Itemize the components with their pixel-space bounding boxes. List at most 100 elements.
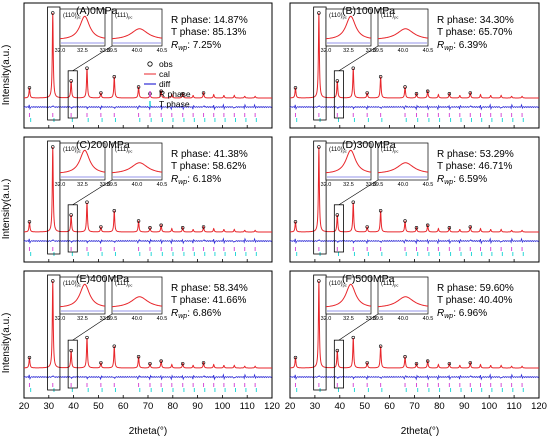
inset-110-tick-label: 32.5 bbox=[77, 182, 88, 188]
inset-111-frame bbox=[377, 8, 429, 47]
panel-a: (110)pc 32.0 32.5 33.0 (111)pc 39.5 40.0 40.5 (A… bbox=[23, 2, 273, 129]
observed-point bbox=[378, 75, 383, 79]
observed-point bbox=[159, 359, 163, 363]
t-phase-fraction: T phase: 41.66% bbox=[171, 295, 247, 306]
x-tick-label: 100 bbox=[481, 401, 497, 412]
inset-111-label: (111)pc bbox=[381, 13, 398, 20]
x-tick-label: 110 bbox=[507, 401, 522, 412]
inset-110-frame bbox=[59, 8, 106, 47]
observed-point bbox=[335, 348, 340, 353]
inset-110-frame bbox=[59, 142, 106, 181]
calculated-profile bbox=[23, 146, 272, 233]
rwp-value: Rwp: 6.39% bbox=[437, 40, 487, 52]
inset-110-tick-label: 32.5 bbox=[343, 316, 354, 322]
calculated-profile bbox=[23, 280, 272, 369]
inset-111-tick-label: 39.5 bbox=[107, 48, 118, 54]
connector-111 bbox=[338, 45, 379, 72]
difference-curve bbox=[23, 103, 273, 111]
inset-110-label: (110)pc bbox=[63, 281, 81, 288]
observed-point bbox=[447, 361, 452, 366]
inset-110-tick-label: 32.5 bbox=[77, 48, 88, 54]
inset-111-frame bbox=[111, 142, 163, 181]
observed-point bbox=[181, 361, 185, 366]
observed-point bbox=[99, 361, 103, 365]
zoom-box-111 bbox=[333, 204, 344, 253]
inset-110-frame bbox=[325, 142, 372, 181]
inset-111-profile bbox=[377, 28, 429, 40]
panel-title: (B)100MPa bbox=[342, 5, 395, 17]
observed-point bbox=[148, 361, 152, 366]
rwp-value: Rwp: 6.18% bbox=[171, 174, 221, 186]
calculated-profile bbox=[23, 12, 272, 99]
x-tick-label: 100 bbox=[214, 401, 230, 412]
x-tick-label: 20 bbox=[19, 401, 30, 412]
x-tick-label: 120 bbox=[264, 401, 280, 412]
rwp-value: Rwp: 6.96% bbox=[437, 308, 487, 320]
inset-110-tick-label: 32.0 bbox=[55, 316, 66, 322]
x-tick-label: 80 bbox=[168, 401, 179, 412]
zoom-box-110 bbox=[47, 6, 61, 121]
inset-110-tick-label: 33.0 bbox=[100, 48, 111, 54]
x-tick-label: 30 bbox=[310, 401, 321, 412]
connector-111 bbox=[338, 179, 379, 206]
zoom-box-111 bbox=[67, 339, 78, 389]
observed-point bbox=[403, 85, 407, 89]
observed-point bbox=[99, 225, 103, 229]
observed-point bbox=[293, 355, 298, 360]
zoom-box-110 bbox=[313, 140, 327, 255]
panel-d: (110)pc 32.0 32.5 33.0 (111)pc 39.5 40.0 40.5 (D… bbox=[289, 136, 540, 263]
inset-111: (111)pc 39.5 40.0 40.5 bbox=[373, 142, 434, 188]
observed-point bbox=[85, 200, 89, 204]
inset-110-tick-label: 32.5 bbox=[343, 182, 354, 188]
r-phase-fraction: R phase: 53.29% bbox=[437, 149, 514, 160]
x-tick-label: 40 bbox=[68, 401, 79, 412]
inset-111-profile bbox=[377, 162, 429, 174]
zoom-box-110 bbox=[47, 140, 61, 255]
observed-point bbox=[365, 225, 369, 229]
observed-point bbox=[112, 75, 116, 79]
inset-110-label: (110)pc bbox=[329, 147, 347, 154]
observed-point bbox=[403, 219, 407, 223]
observed-point bbox=[181, 92, 185, 96]
x-tick-label: 50 bbox=[93, 401, 104, 412]
observed-point bbox=[69, 79, 73, 83]
connector-111 bbox=[72, 45, 113, 72]
observed-point bbox=[27, 86, 32, 90]
observed-point bbox=[414, 92, 419, 96]
inset-111-label: (111)pc bbox=[115, 13, 132, 20]
inset-111-profile bbox=[377, 296, 429, 308]
observed-point bbox=[201, 91, 206, 95]
inset-111: (111)pc 39.5 40.0 40.5 bbox=[107, 8, 167, 54]
inset-110: (110)pc 32.0 32.5 33.0 bbox=[321, 276, 376, 322]
observed-point bbox=[426, 223, 430, 227]
observed-point bbox=[136, 219, 141, 223]
inset-110-profile bbox=[59, 149, 106, 174]
t-phase-fraction: T phase: 85.13% bbox=[171, 27, 247, 38]
x-tick-label: 50 bbox=[359, 401, 370, 412]
legend-r-phase: R phase bbox=[159, 89, 191, 99]
inset-111-tick-label: 40.0 bbox=[132, 316, 143, 322]
inset-110-tick-label: 32.0 bbox=[321, 182, 332, 188]
inset-111: (111)pc 39.5 40.0 40.5 bbox=[107, 142, 167, 188]
observed-point bbox=[335, 213, 340, 217]
observed-point bbox=[426, 89, 430, 93]
inset-110: (110)pc 32.0 32.5 33.0 bbox=[321, 142, 376, 188]
r-phase-fraction: R phase: 59.60% bbox=[437, 283, 514, 294]
inset-111-tick-label: 40.5 bbox=[423, 182, 434, 188]
t-phase-fraction: T phase: 40.40% bbox=[437, 295, 513, 306]
inset-111-label: (111)pc bbox=[115, 281, 132, 288]
observed-point bbox=[159, 223, 163, 227]
observed-point bbox=[335, 79, 340, 83]
inset-110-tick-label: 33.0 bbox=[100, 182, 111, 188]
calculated-profile bbox=[289, 280, 539, 369]
observed-point bbox=[85, 335, 89, 340]
panel-title: (F)500MPa bbox=[342, 273, 395, 285]
x-tick-label: 70 bbox=[409, 401, 420, 412]
inset-110-frame bbox=[59, 276, 106, 315]
inset-111: (111)pc 39.5 40.0 40.5 bbox=[373, 8, 434, 54]
observed-point bbox=[365, 361, 369, 365]
inset-111-tick-label: 40.5 bbox=[423, 48, 434, 54]
inset-110-profile bbox=[325, 149, 372, 174]
inset-110: (110)pc 32.0 32.5 33.0 bbox=[55, 142, 111, 188]
inset-110-tick-label: 32.5 bbox=[77, 316, 88, 322]
